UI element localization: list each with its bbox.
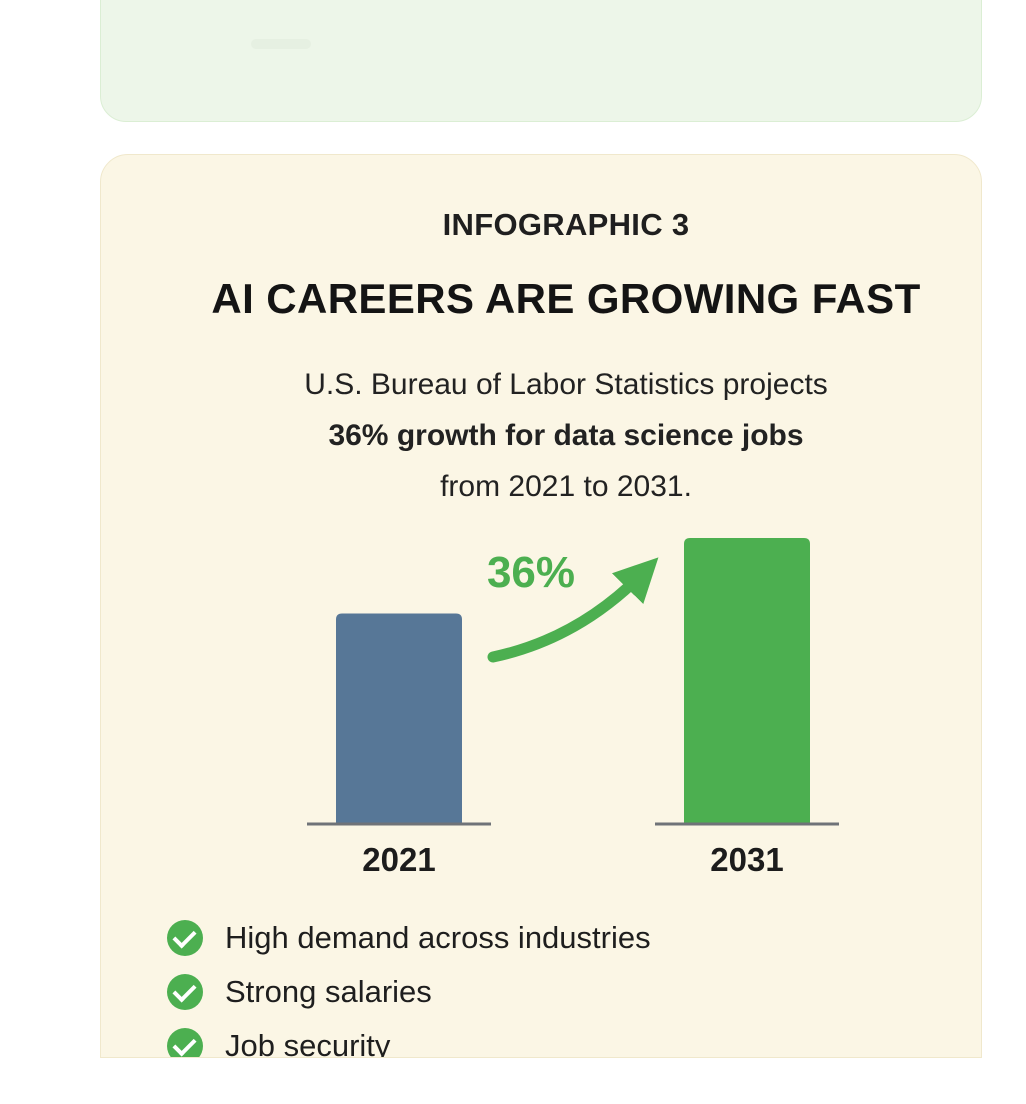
x-tick-label: 2021 xyxy=(362,841,435,878)
previous-infographic-card xyxy=(100,0,982,122)
description-line-2: 36% growth for data science jobs xyxy=(328,419,804,452)
description-line-3: from 2021 to 2031. xyxy=(440,470,692,503)
benefit-item: High demand across industries xyxy=(167,911,651,965)
infographic-description: U.S. Bureau of Labor Statistics projects… xyxy=(101,359,981,512)
benefit-text: Job security xyxy=(225,1028,391,1058)
growth-arrow-icon xyxy=(487,557,659,663)
bar-2031 xyxy=(684,538,810,823)
benefits-list: High demand across industries Strong sala… xyxy=(167,911,651,1058)
benefit-text: High demand across industries xyxy=(225,920,651,955)
growth-bar-chart: 2021 2031 36% xyxy=(307,538,839,878)
check-circle-icon xyxy=(167,920,203,956)
x-tick-label: 2031 xyxy=(710,841,783,878)
benefit-text: Strong salaries xyxy=(225,974,432,1009)
description-line-1: U.S. Bureau of Labor Statistics projects xyxy=(304,368,828,401)
benefit-item: Job security xyxy=(167,1019,651,1058)
infographic-card: INFOGRAPHIC 3 AI CAREERS ARE GROWING FAS… xyxy=(100,154,982,1058)
infographic-title: AI CAREERS ARE GROWING FAST xyxy=(211,275,921,322)
decorative-pill xyxy=(251,39,311,49)
bars-group: 2021 2031 xyxy=(307,538,839,878)
benefit-item: Strong salaries xyxy=(167,965,651,1019)
check-circle-icon xyxy=(167,974,203,1010)
check-circle-icon xyxy=(167,1028,203,1057)
infographic-kicker: INFOGRAPHIC 3 xyxy=(442,207,690,242)
bar-2021 xyxy=(336,613,462,823)
growth-percent-label: 36% xyxy=(487,548,575,597)
